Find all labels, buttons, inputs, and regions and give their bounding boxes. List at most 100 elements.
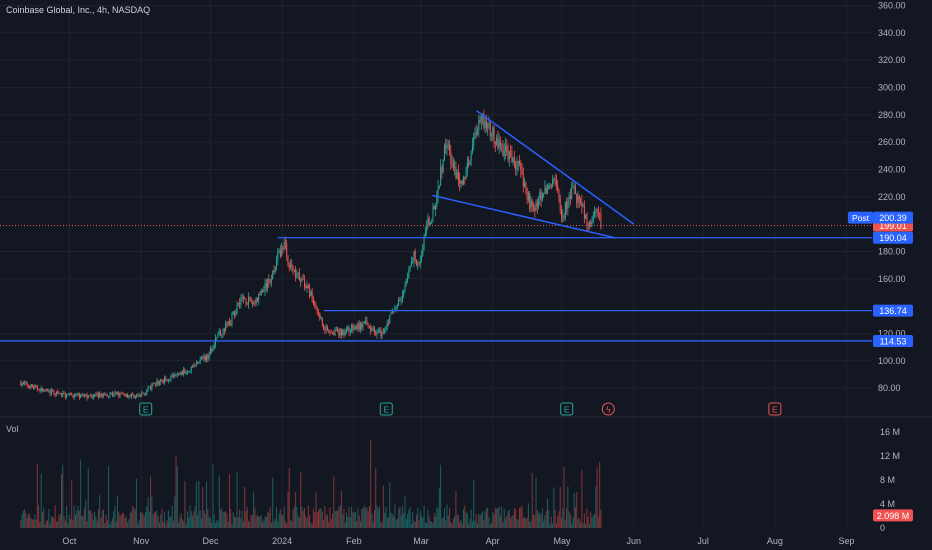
candle bbox=[109, 392, 111, 399]
earnings-marker[interactable]: E bbox=[560, 402, 574, 416]
candle bbox=[460, 180, 462, 189]
volume-bar bbox=[174, 496, 176, 528]
price-tick-label: 120.00 bbox=[878, 328, 906, 338]
volume-bar bbox=[524, 516, 526, 528]
volume-bar bbox=[530, 520, 532, 528]
candle bbox=[221, 333, 223, 339]
earnings-marker[interactable]: E bbox=[379, 402, 393, 416]
volume-bar bbox=[548, 509, 550, 528]
volume-bar bbox=[115, 521, 117, 528]
candle bbox=[377, 327, 379, 334]
volume-bar bbox=[231, 523, 233, 528]
candle bbox=[212, 345, 214, 352]
volume-axis[interactable]: 16 M 12 M 8 M 4 M 0 bbox=[880, 427, 900, 533]
volume-bar bbox=[423, 505, 425, 528]
candle bbox=[34, 384, 36, 390]
candle bbox=[80, 394, 82, 399]
candle bbox=[95, 392, 97, 398]
trendline[interactable] bbox=[476, 110, 635, 225]
candle bbox=[203, 353, 205, 363]
dividend-marker[interactable]: ϟ bbox=[601, 402, 615, 416]
candle bbox=[361, 321, 363, 331]
volume-bar bbox=[380, 522, 382, 528]
post-market-price-label: 200.39 bbox=[879, 213, 907, 223]
horizontal-levels[interactable] bbox=[0, 224, 872, 342]
volume-bar bbox=[267, 511, 269, 528]
volume-bar bbox=[339, 505, 341, 528]
candle bbox=[536, 198, 538, 214]
volume-bar bbox=[156, 510, 158, 528]
candle bbox=[125, 393, 127, 398]
candle bbox=[148, 386, 150, 388]
candle bbox=[256, 297, 258, 303]
volume-bar bbox=[214, 523, 216, 528]
volume-bar bbox=[549, 524, 551, 528]
candle bbox=[276, 255, 278, 271]
volume-bar bbox=[113, 511, 115, 528]
candle bbox=[120, 391, 122, 395]
volume-bar bbox=[73, 505, 75, 528]
candle bbox=[529, 191, 531, 213]
volume-bar bbox=[100, 517, 102, 528]
candles bbox=[20, 109, 602, 401]
volume-bar bbox=[337, 510, 339, 528]
earnings-marker[interactable]: E bbox=[768, 402, 782, 416]
price-axis[interactable]: 360.00 340.00 320.00 300.00 280.00 260.00 240.… bbox=[878, 0, 906, 393]
candle bbox=[588, 220, 590, 230]
candle bbox=[506, 139, 508, 156]
candle bbox=[41, 387, 43, 392]
volume-bar bbox=[488, 516, 490, 528]
candle bbox=[412, 257, 414, 264]
candle bbox=[354, 325, 356, 330]
volume-bar bbox=[281, 514, 283, 528]
candle bbox=[235, 309, 237, 317]
volume-bar bbox=[222, 511, 224, 528]
volume-bar bbox=[454, 516, 456, 528]
volume-bar bbox=[362, 507, 364, 528]
volume-bar bbox=[237, 517, 239, 528]
candle bbox=[591, 216, 593, 228]
volume-bar bbox=[480, 513, 482, 528]
candle bbox=[273, 265, 275, 276]
candle bbox=[226, 320, 228, 328]
volume-bar bbox=[48, 508, 50, 528]
grid bbox=[0, 0, 872, 528]
volume-bar bbox=[387, 517, 389, 528]
volume-bar bbox=[442, 517, 444, 528]
candle bbox=[64, 392, 66, 400]
candle bbox=[552, 174, 554, 188]
candle bbox=[443, 143, 445, 162]
volume-bar bbox=[571, 523, 573, 528]
trendline[interactable] bbox=[432, 194, 616, 239]
volume-bar bbox=[386, 516, 388, 528]
candle bbox=[373, 325, 375, 336]
volume-bar bbox=[487, 507, 489, 528]
candle bbox=[395, 305, 397, 313]
candle bbox=[532, 201, 535, 212]
trendlines[interactable] bbox=[432, 110, 635, 239]
volume-bar bbox=[101, 510, 103, 528]
volume-bar bbox=[64, 520, 66, 528]
volume-bar bbox=[370, 439, 372, 528]
candle bbox=[153, 383, 155, 384]
volume-bar bbox=[460, 519, 462, 528]
volume-bar bbox=[410, 523, 412, 528]
volume-bar bbox=[240, 518, 242, 528]
earnings-marker[interactable]: E bbox=[139, 402, 153, 416]
price-tick-label: 300.00 bbox=[878, 82, 906, 92]
volume-bar bbox=[165, 524, 167, 528]
candle bbox=[199, 356, 201, 365]
candle bbox=[36, 384, 38, 392]
volume-bar bbox=[226, 513, 228, 528]
time-axis[interactable]: Oct Nov Dec 2024 Feb Mar Apr May Jun Jul Aug Sep bbox=[62, 536, 854, 546]
time-tick-label: May bbox=[554, 536, 572, 546]
candle bbox=[26, 381, 28, 388]
price-tick-label: 160.00 bbox=[878, 274, 906, 284]
volume-bar bbox=[340, 490, 342, 528]
volume-bar bbox=[291, 520, 293, 528]
candle bbox=[492, 125, 494, 141]
time-tick-label: Apr bbox=[486, 536, 500, 546]
volume-bar bbox=[125, 516, 127, 528]
